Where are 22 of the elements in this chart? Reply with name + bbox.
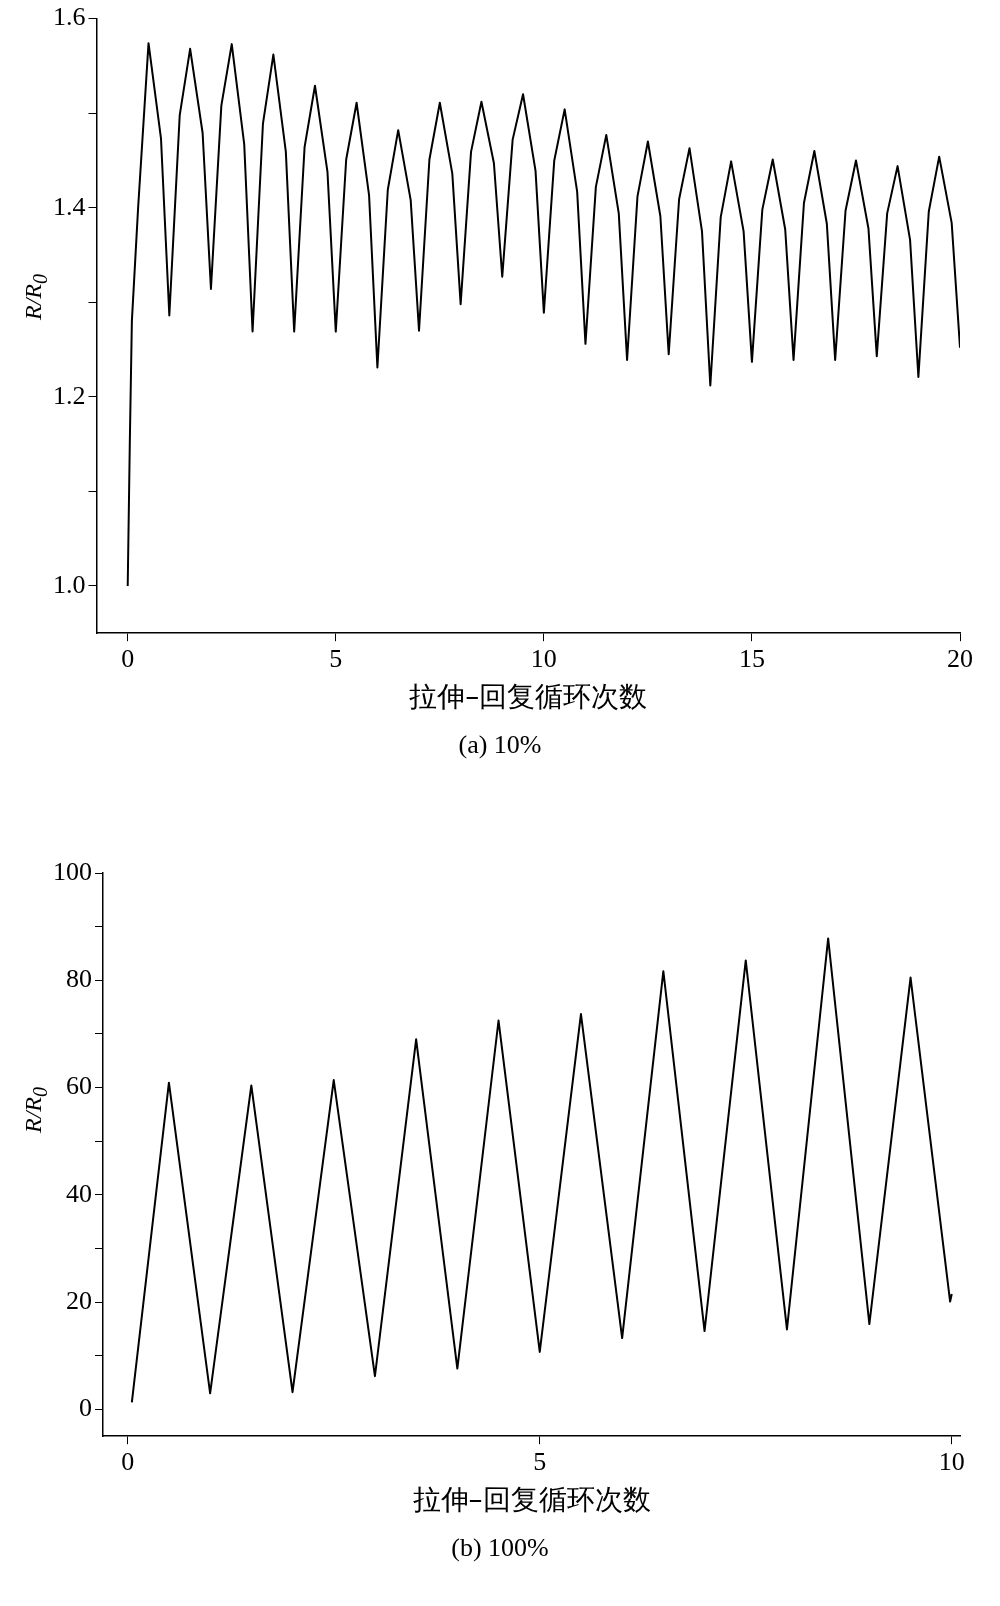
y-tick-label: 0 [79,1393,92,1423]
x-tick-label: 5 [533,1446,547,1476]
y-tick-label: 40 [66,1178,92,1208]
x-tick-label: 0 [121,643,135,673]
y-tick-label: 60 [66,1071,92,1101]
text: (b) 100% [450,1533,550,1563]
x-tick-label: 10 [938,1446,965,1476]
y-tick-label: 1.6 [53,2,86,32]
y-tick-label: 20 [66,1285,92,1315]
x-tick-label: 15 [738,643,765,673]
y-tick-label: 1.4 [53,191,86,221]
x-axis-title: 拉伸–回复循环次数 [409,680,648,714]
y-tick-label: 1.2 [53,380,86,410]
x-tick-label: 0 [121,1446,135,1476]
x-axis-title: 拉伸–回复循环次数 [412,1483,651,1517]
x-tick-label: 10 [530,643,557,673]
y-tick-label: 1.0 [53,569,86,599]
y-tick-label: 100 [53,856,92,886]
y-tick-label: 80 [66,964,92,994]
x-tick-label: 20 [947,643,973,673]
text: (a) 10% [457,730,543,760]
x-tick-label: 5 [329,643,343,673]
